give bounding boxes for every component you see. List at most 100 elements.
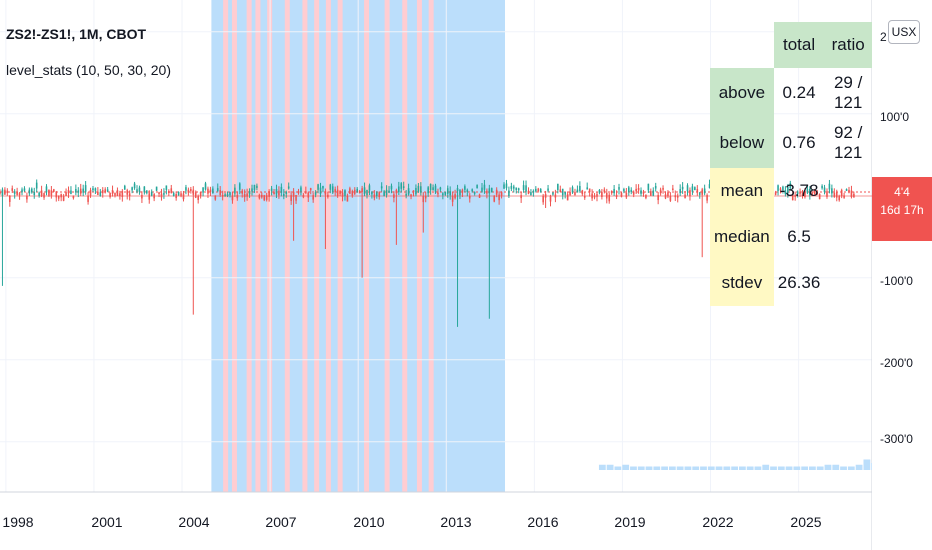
candle-body [784,190,787,195]
candle-body [84,185,87,192]
candle-body [385,189,388,196]
candle-body [287,186,290,189]
candle-body [429,183,432,191]
candle-body [153,194,155,199]
candle-body [55,191,58,198]
candle-body [605,192,608,199]
candle-body [608,194,611,202]
candle-body [667,192,669,197]
candle-body [0,191,1,194]
candle-body [38,192,40,196]
candle-body [481,187,483,192]
candle-body [813,189,816,195]
candle-body [618,187,620,190]
candle-body [238,183,241,190]
indicator-legend[interactable]: level_stats (10, 50, 30, 20) [6,62,171,78]
candle-body [503,184,505,189]
candle-body [466,189,469,192]
histogram-bar [855,464,863,470]
candle-body [305,191,307,193]
candle-body [33,192,36,196]
candle-body [405,193,407,196]
candle-body [141,194,143,199]
candle-body [603,189,606,192]
histogram-bar [606,464,614,470]
candle-body [309,188,312,191]
candle-body [583,195,586,198]
candle-body [202,187,204,193]
candle-body [136,189,138,192]
stats-label: median [710,214,774,260]
candle-body [278,190,280,196]
histogram-bar [614,466,622,470]
histogram-bar [746,466,754,470]
candle-body [292,191,295,197]
candle-body [371,192,373,195]
candle-body [18,193,21,196]
histogram-bar [653,466,661,470]
candle-body [823,187,826,193]
symbol-legend[interactable]: ZS2!-ZS1!, 1M, CBOT [6,26,147,42]
candle-body [407,188,410,195]
candle-body [821,185,823,189]
histogram-bar [707,466,715,470]
candle-body [43,193,45,198]
histogram-bar [731,466,738,470]
candle-body [92,188,94,191]
candle-body [375,192,378,197]
candle-body [53,189,55,192]
candle-body [114,192,116,196]
currency-button[interactable]: USX [888,20,920,44]
red-stripe [416,0,422,492]
candle-body [199,192,202,196]
candle-body [694,187,696,191]
candle-body [520,195,522,199]
candle-body [508,190,510,196]
candle-body [170,188,173,193]
candle-body [4,189,6,195]
candle-body [209,189,212,193]
candle-body [593,195,596,198]
candle-body [449,191,451,196]
candle-body [253,184,256,190]
candle-body [601,192,603,197]
x-tick: 2010 [353,514,385,530]
candle-body [297,191,300,194]
candle-body [566,194,569,201]
stats-header-ratio: ratio [824,22,872,68]
candle-body [23,188,26,191]
price-axis[interactable]: 2 100'0 -100'0 -200'0 -300'0 [872,0,932,550]
histogram-bar [832,464,840,470]
candle-body [427,187,429,194]
histogram-bar [871,463,872,470]
candle-body [258,194,261,199]
candle-body [119,193,121,197]
candle-body [353,189,356,194]
candle-body [473,192,476,194]
candle-body [527,190,530,194]
candle-body [417,185,420,192]
candle-body [265,195,268,200]
candle-body [446,188,449,194]
candle-body [777,185,779,191]
candle-body [383,191,385,196]
candle-body [796,191,799,195]
candle-body [657,195,659,201]
candle-body [522,185,525,190]
candle-body [256,185,258,188]
chart-area[interactable]: ZS2!-ZS1!, 1M, CBOT level_stats (10, 50,… [0,0,872,550]
candle-body [439,187,442,190]
candle-body [561,188,564,196]
candle-body [82,188,84,193]
price-chart[interactable] [0,0,872,550]
candle-body [681,186,684,190]
histogram-bar [684,466,692,470]
candle-body [216,188,219,191]
x-tick: 2007 [265,514,297,530]
candle-body [268,191,270,197]
candle-body [180,193,182,196]
histogram-bar [777,466,785,470]
candle-body [703,188,706,194]
candle-body [351,191,354,196]
candle-body [674,195,677,198]
